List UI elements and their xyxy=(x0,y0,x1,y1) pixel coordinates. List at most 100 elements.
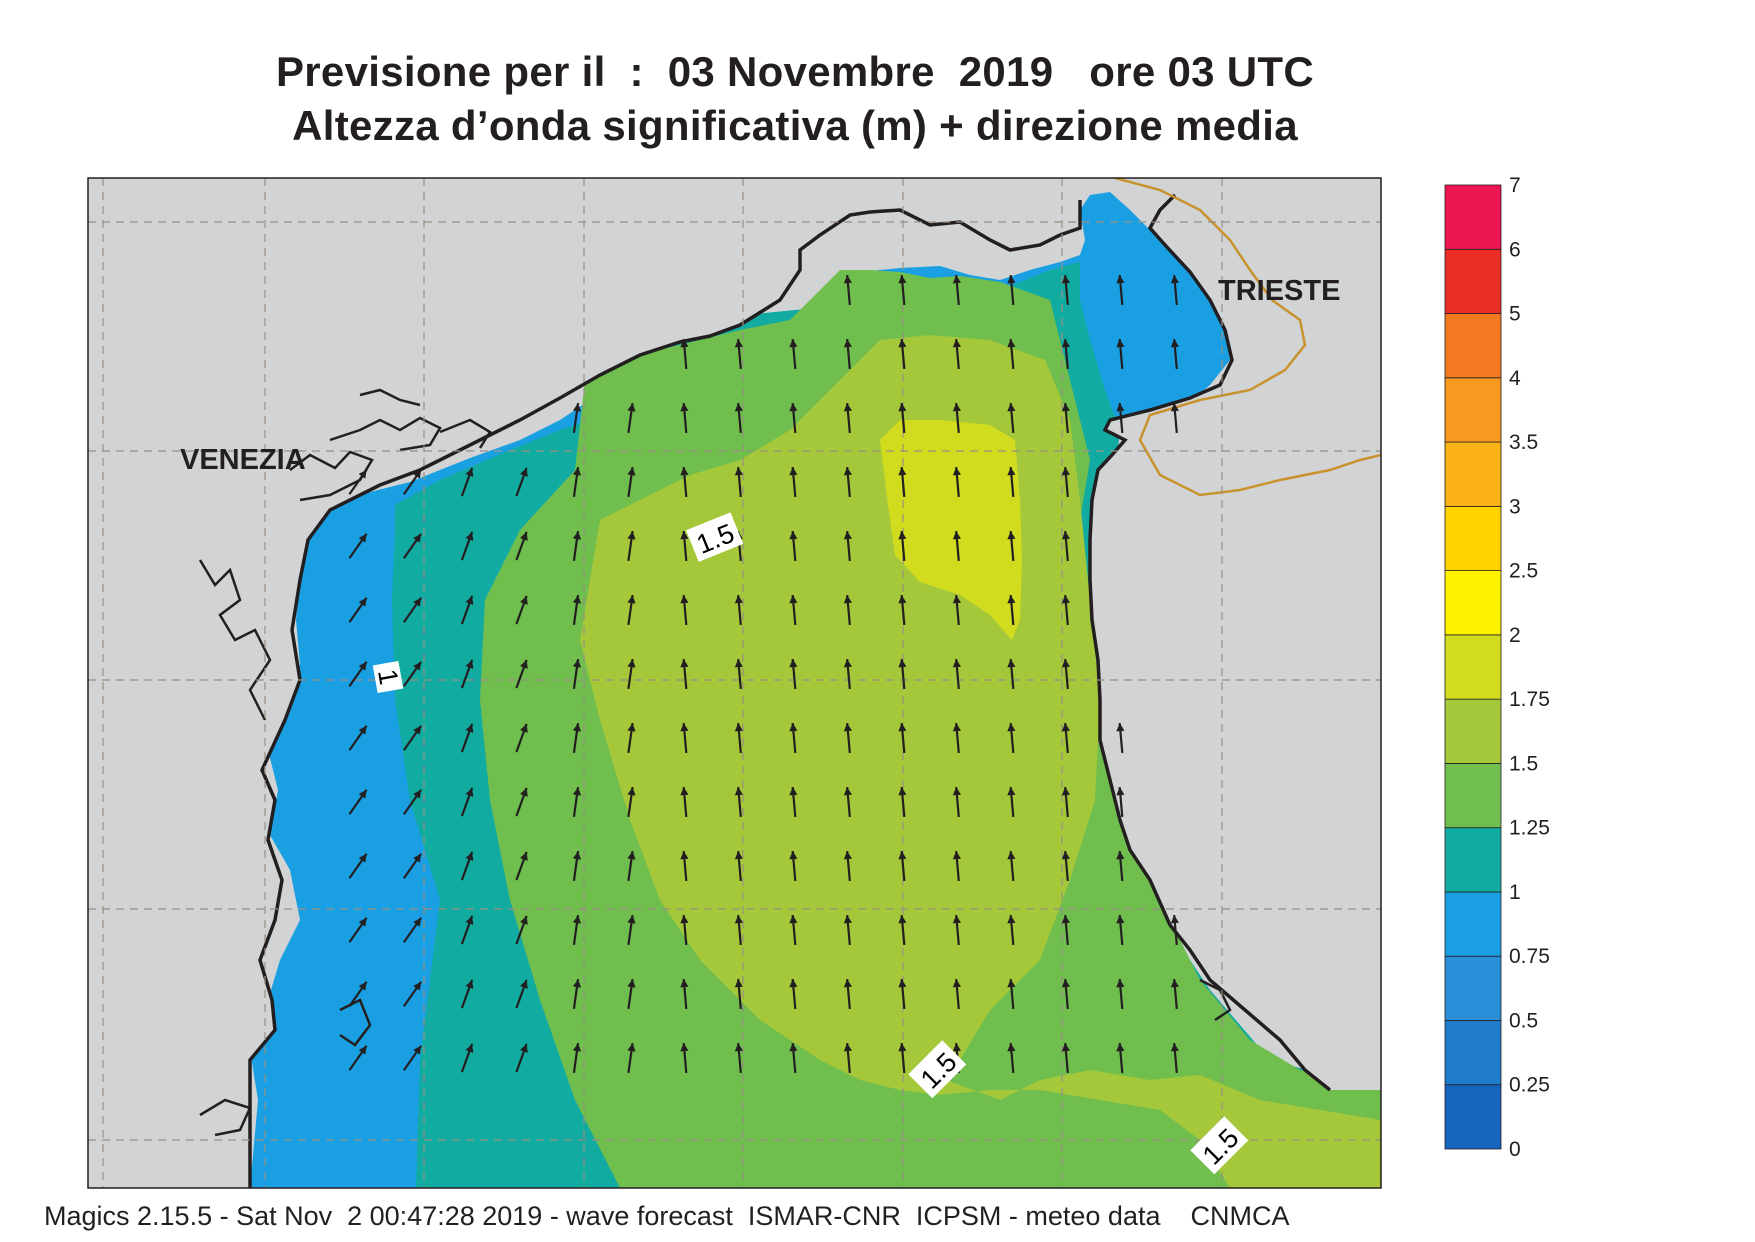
sea-region-1.75-2 xyxy=(880,420,1022,640)
wave-arrow-head xyxy=(734,403,743,412)
wave-arrow-head xyxy=(843,723,852,732)
wave-arrow-head xyxy=(358,853,367,863)
wave-arrow-head xyxy=(1061,339,1070,348)
wave-arrow-head xyxy=(734,467,743,476)
wave-arrow-head xyxy=(572,787,582,796)
wave-arrow-head xyxy=(1061,467,1070,476)
wave-arrow-head xyxy=(952,595,961,604)
wave-arrow-head xyxy=(898,659,907,668)
wave-arrow-head xyxy=(734,595,743,604)
wave-arrow-head xyxy=(1170,403,1179,412)
wave-arrow-head xyxy=(1170,1043,1179,1052)
wave-arrow-head xyxy=(789,403,798,412)
wave-arrow-head xyxy=(789,531,798,540)
wave-arrow-head xyxy=(572,659,582,668)
wave-arrow-head xyxy=(1061,915,1070,924)
colorbar-swatch xyxy=(1444,1020,1502,1086)
colorbar-swatch xyxy=(1444,248,1502,314)
wave-arrow-head xyxy=(627,403,636,412)
wave-arrow-head xyxy=(734,979,743,988)
wave-arrow-head xyxy=(898,339,907,348)
wave-arrow-head xyxy=(680,787,689,796)
place-label-venezia: VENEZIA xyxy=(180,444,306,476)
colorbar-tick-label: 3 xyxy=(1509,495,1521,518)
wave-arrow-head xyxy=(520,467,528,477)
wave-arrow-head xyxy=(843,275,852,284)
wave-arrow-head xyxy=(1116,851,1125,860)
wave-arrow-head xyxy=(843,787,852,796)
coastline-east xyxy=(1088,193,1332,1092)
wave-arrow-head xyxy=(520,659,528,669)
wave-arrow-head xyxy=(843,915,852,924)
wave-arrow-head xyxy=(465,1043,474,1053)
wave-arrow-head xyxy=(1007,339,1016,348)
colorbar-tick-label: 1.5 xyxy=(1509,752,1538,775)
wave-arrow-head xyxy=(843,1043,852,1052)
wave-arrow-head xyxy=(1116,787,1125,796)
wave-arrow-head xyxy=(898,915,907,924)
wave-arrow-head xyxy=(1116,339,1125,348)
wave-arrow-head xyxy=(520,595,528,605)
wave-arrow-head xyxy=(789,723,798,732)
wave-arrow-head xyxy=(572,851,582,860)
wave-arrow-head xyxy=(627,659,636,668)
wave-arrow-head xyxy=(680,659,689,668)
place-label-trieste: TRIESTE xyxy=(1218,275,1340,307)
wave-arrow-head xyxy=(1061,531,1070,540)
wave-arrow-head xyxy=(1170,979,1179,988)
colorbar-swatch xyxy=(1444,377,1502,443)
wave-arrow-head xyxy=(843,467,852,476)
wave-arrow-head xyxy=(680,979,689,988)
lagoon-islands xyxy=(198,388,1232,1137)
wave-arrow-head xyxy=(680,915,689,924)
map-frame xyxy=(87,177,1382,1189)
wave-arrow-head xyxy=(1061,275,1070,284)
wave-arrow-head xyxy=(465,467,474,477)
wave-arrow-head xyxy=(627,787,636,796)
wave-arrow-head xyxy=(1007,723,1016,732)
wave-arrow-head xyxy=(1007,275,1016,284)
colorbar-tick-label: 2 xyxy=(1509,624,1521,647)
wave-arrow-head xyxy=(358,981,367,991)
land-west xyxy=(88,178,1090,1188)
wave-arrow-head xyxy=(1007,531,1016,540)
wave-arrow-head xyxy=(465,851,474,861)
wave-arrow-head xyxy=(520,787,528,797)
colorbar-tick-label: 0.5 xyxy=(1509,1009,1538,1032)
wave-arrow-head xyxy=(680,531,689,540)
land-east xyxy=(1090,178,1381,1090)
wave-arrow-head xyxy=(358,789,367,799)
colorbar-tick-label: 6 xyxy=(1509,238,1521,261)
wave-arrow-head xyxy=(1061,787,1070,796)
wave-arrow-head xyxy=(952,787,961,796)
colorbar-swatch xyxy=(1444,1084,1502,1150)
wave-arrow-head xyxy=(680,467,689,476)
wave-arrow-head xyxy=(1116,723,1125,732)
colorbar-tick-label: 5 xyxy=(1509,303,1521,326)
map-title: Previsione per il : 03 Novembre 2019 ore… xyxy=(275,48,1315,95)
wave-arrow-head xyxy=(413,917,422,927)
wave-arrow-head xyxy=(789,659,798,668)
wave-arrow-head xyxy=(898,723,907,732)
wave-arrow-head xyxy=(952,659,961,668)
wave-arrow-head xyxy=(734,659,743,668)
wave-arrow-head xyxy=(572,1043,582,1052)
colorbar-swatch xyxy=(1444,955,1502,1021)
wave-arrow-head xyxy=(952,467,961,476)
wave-arrow-head xyxy=(627,595,636,604)
wave-arrow-head xyxy=(1061,1043,1070,1052)
wave-arrow-head xyxy=(413,853,422,863)
wave-arrow-head xyxy=(627,723,636,732)
colorbar-tick-label: 1.75 xyxy=(1509,688,1550,711)
wave-arrow-head xyxy=(952,531,961,540)
wave-arrow-head xyxy=(734,787,743,796)
colorbar-tick-label: 1.25 xyxy=(1509,817,1550,840)
wave-arrow-head xyxy=(1007,1043,1016,1052)
colorbar-swatch xyxy=(1444,570,1502,636)
colorbar-swatch xyxy=(1444,634,1502,700)
colorbar-swatch xyxy=(1444,505,1502,572)
wave-arrow-head xyxy=(465,595,474,605)
wave-arrow-head xyxy=(1061,595,1070,604)
wave-arrow-head xyxy=(789,851,798,860)
